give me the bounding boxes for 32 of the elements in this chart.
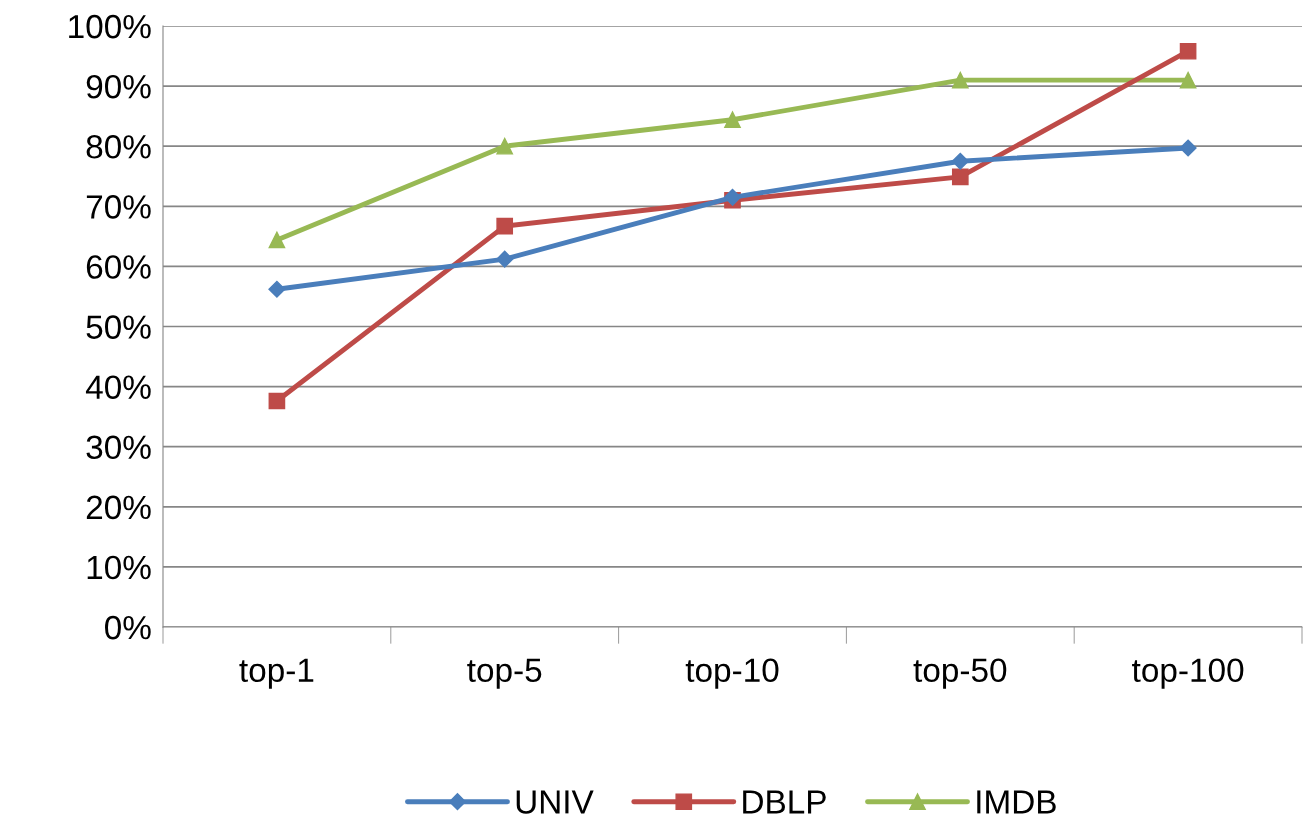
y-tick-label: 60% — [86, 255, 151, 279]
x-tick-label: top-100 — [1132, 658, 1244, 689]
legend-label: UNIV — [516, 790, 594, 814]
point — [951, 168, 969, 186]
point — [268, 392, 286, 410]
y-tick-label: 80% — [86, 135, 151, 159]
y-tick-label: 40% — [85, 375, 151, 400]
legend-label: IMDB — [977, 790, 1056, 814]
point — [268, 280, 286, 298]
point — [268, 231, 286, 249]
y-tick-label: 50% — [86, 315, 151, 339]
x-tick-label: top-10 — [685, 658, 779, 689]
y-tick-label: 70% — [86, 195, 151, 219]
y-tick-label: 0% — [105, 615, 151, 640]
point — [1179, 42, 1197, 60]
point — [496, 250, 514, 268]
point — [951, 71, 969, 89]
point — [951, 152, 969, 170]
legend-label: DBLP — [743, 790, 826, 814]
point — [496, 217, 514, 235]
x-tick-label: top-5 — [467, 658, 542, 689]
y-tick-label: 30% — [86, 435, 151, 460]
y-tick-label: 10% — [87, 555, 151, 580]
point — [496, 137, 514, 155]
y-tick-label: 20% — [86, 495, 151, 520]
point — [1179, 71, 1197, 89]
y-tick-label: 100% — [69, 14, 151, 39]
point — [724, 111, 741, 129]
point — [1179, 139, 1197, 157]
x-tick-label: top-1 — [239, 658, 314, 689]
x-tick-label: top-50 — [913, 658, 1007, 689]
y-tick-label: 90% — [86, 74, 151, 99]
